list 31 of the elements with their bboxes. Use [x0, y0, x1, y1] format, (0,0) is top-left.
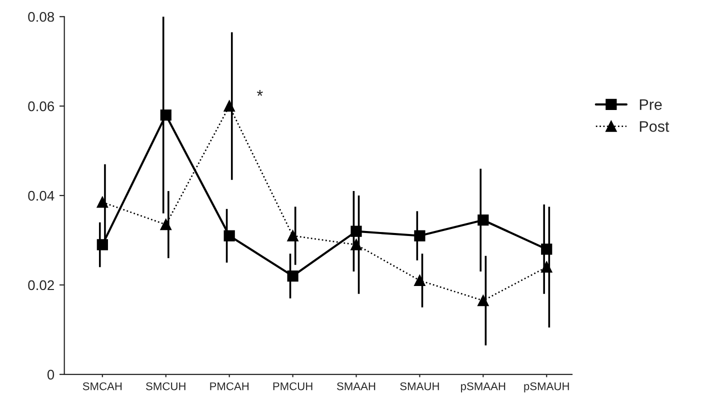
y-tick-label: 0: [47, 370, 54, 380]
x-tick-label: SMAUH: [400, 382, 439, 390]
x-tick-label: SMCAH: [82, 382, 122, 390]
point: [478, 214, 489, 226]
x-tick-label: SMAAH: [336, 382, 376, 390]
y-tick-label: 0.02: [28, 280, 54, 290]
y-tick-label: 0.04: [28, 190, 54, 201]
x-tick-label: PMCUH: [273, 382, 312, 390]
point: [414, 274, 426, 286]
x-tick-label: pSMAUH: [524, 382, 569, 392]
y-tick-label: 0.08: [28, 12, 54, 22]
point: [350, 239, 362, 250]
point: [224, 230, 235, 242]
point: [160, 109, 172, 121]
point: [96, 239, 108, 250]
x-tick-label: SMCUH: [146, 382, 186, 390]
legend-label: Pre: [640, 99, 662, 110]
legend-label: Post: [640, 121, 670, 132]
annotation: *: [256, 90, 263, 96]
point: [541, 262, 552, 273]
x-tick-label: PMCAH: [210, 382, 248, 390]
point: [160, 219, 172, 230]
point: [224, 100, 235, 112]
point: [96, 196, 108, 208]
x-tick-label: pSMAAH: [461, 382, 506, 392]
point: [414, 230, 426, 242]
point: [478, 295, 489, 306]
point: [287, 270, 298, 282]
point: [287, 230, 298, 242]
y-tick-label: 0.06: [28, 101, 54, 112]
point: [350, 226, 362, 237]
